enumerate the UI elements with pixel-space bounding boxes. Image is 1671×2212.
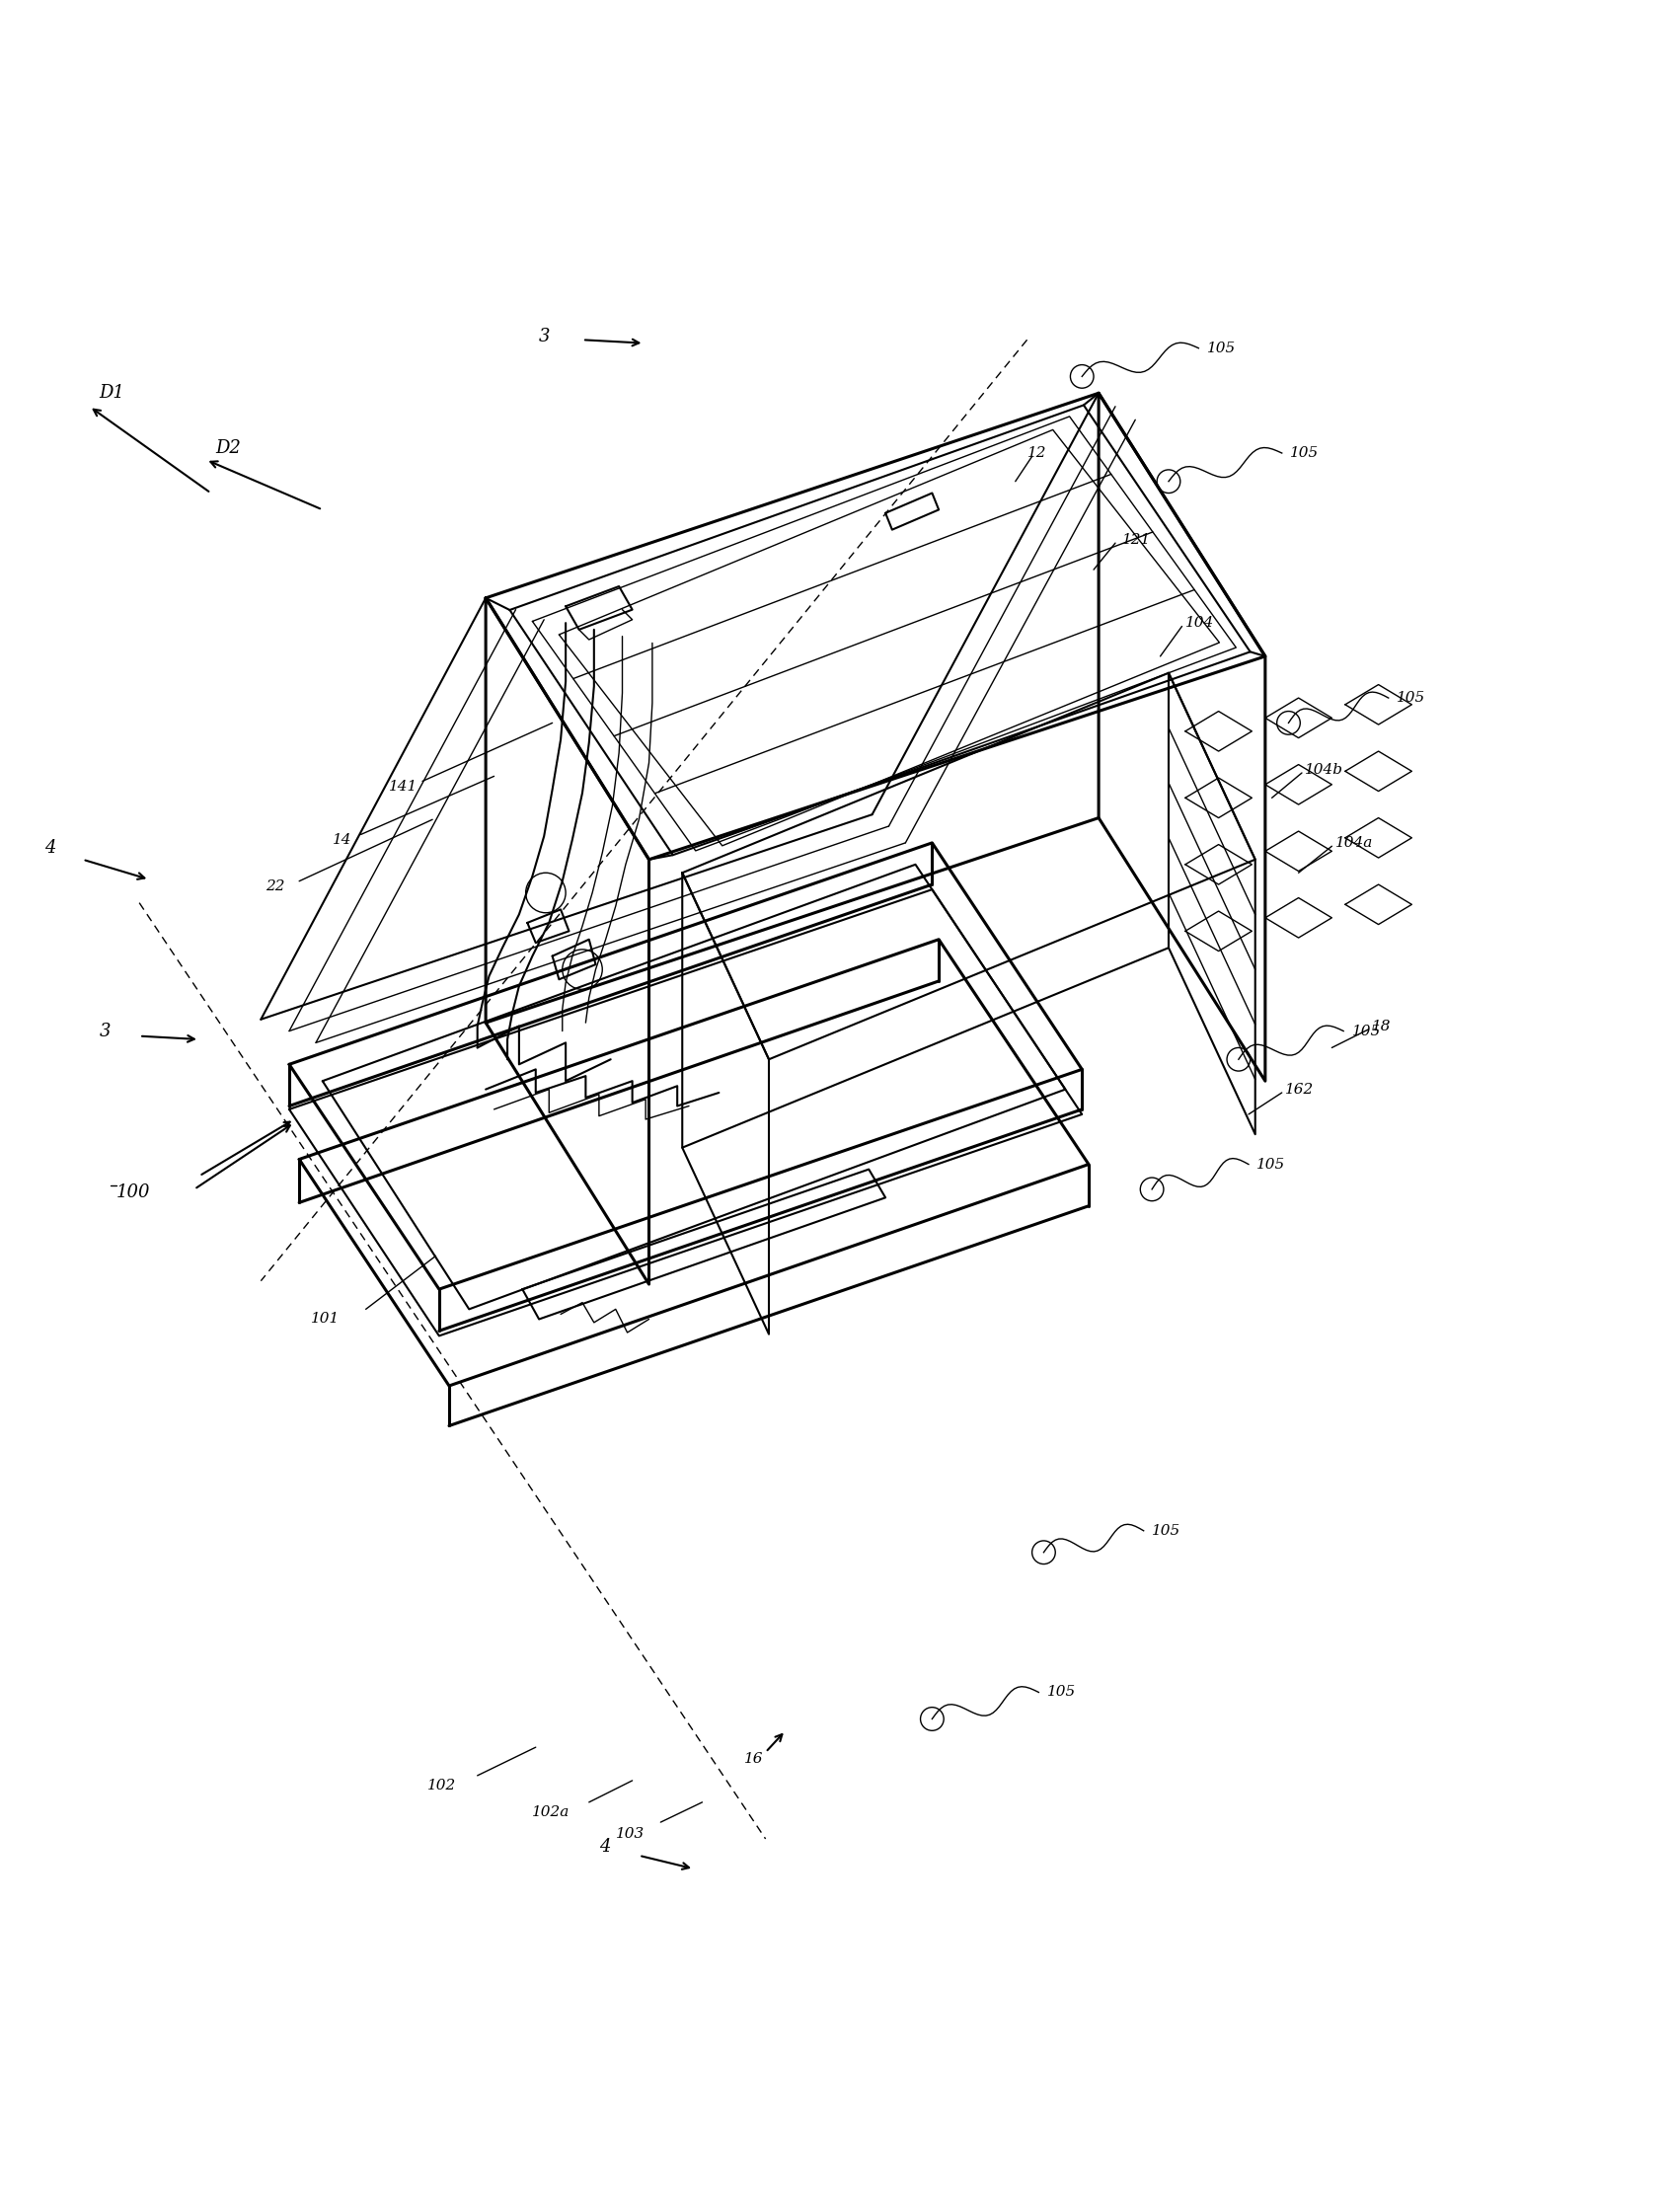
Text: 105: 105	[1206, 341, 1237, 356]
Text: 102: 102	[428, 1778, 456, 1792]
Text: 4: 4	[598, 1838, 610, 1856]
Text: 100: 100	[115, 1183, 150, 1201]
Text: 16: 16	[744, 1752, 764, 1765]
Text: 3: 3	[540, 327, 550, 345]
Text: D2: D2	[216, 440, 242, 458]
Text: 3: 3	[99, 1022, 110, 1040]
Text: 12: 12	[1028, 447, 1046, 460]
Text: 104: 104	[1185, 617, 1215, 630]
Text: 105: 105	[1048, 1686, 1076, 1699]
Text: 105: 105	[1397, 690, 1425, 706]
Text: 104b: 104b	[1305, 763, 1343, 776]
Text: 4: 4	[45, 838, 55, 856]
Text: 121: 121	[1121, 533, 1151, 546]
Text: 22: 22	[266, 878, 286, 894]
Text: 105: 105	[1151, 1524, 1181, 1537]
Text: 141: 141	[389, 779, 418, 794]
Text: 102a: 102a	[533, 1805, 570, 1818]
Text: 18: 18	[1372, 1020, 1390, 1033]
Text: 104a: 104a	[1335, 836, 1374, 849]
Text: 14: 14	[333, 832, 353, 847]
Text: 105: 105	[1352, 1024, 1380, 1037]
Text: D1: D1	[99, 385, 125, 403]
Text: 103: 103	[615, 1827, 645, 1840]
Text: 162: 162	[1285, 1082, 1313, 1097]
Text: 101: 101	[311, 1312, 339, 1327]
Text: 105: 105	[1290, 447, 1318, 460]
Text: 105: 105	[1257, 1157, 1285, 1170]
